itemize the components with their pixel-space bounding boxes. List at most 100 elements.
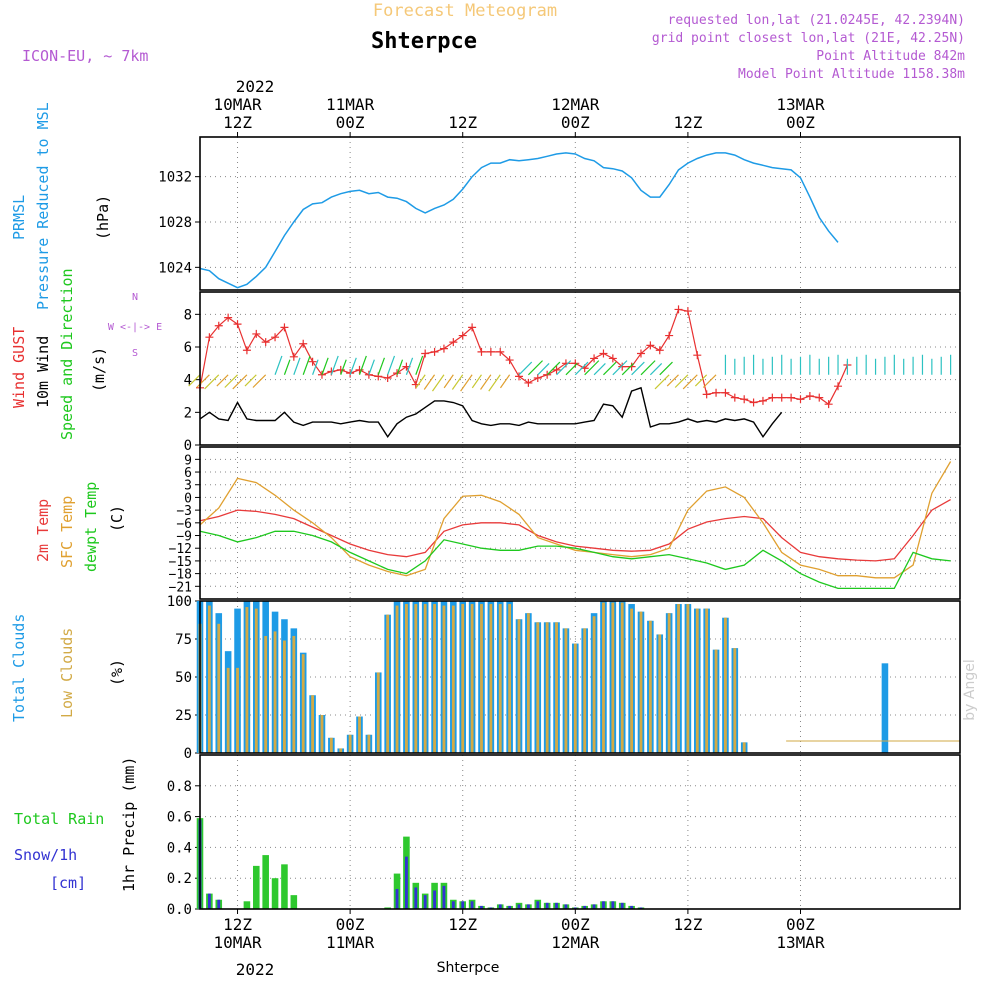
pressure-line: [199, 152, 839, 289]
wind-direction-arrow: [330, 355, 339, 375]
low-cloud-bar: [489, 604, 493, 753]
wind-direction-arrow: [423, 374, 436, 390]
wind-direction-arrow: [377, 357, 385, 375]
snow-bar: [583, 905, 587, 909]
gust-marker: [214, 321, 223, 330]
wind-direction-arrow: [565, 363, 578, 376]
low-cloud-bar: [264, 635, 268, 753]
gust-marker: [299, 339, 308, 348]
gust-marker: [486, 347, 495, 356]
low-cloud-bar: [677, 604, 680, 753]
gust-marker: [552, 365, 561, 374]
y-tick-label: −12: [169, 542, 192, 557]
compass-we: W <-|-> E: [108, 322, 162, 333]
wind-direction-arrow: [312, 359, 319, 375]
wind-10m-label: 10m Wind: [34, 336, 52, 408]
total-rain-label: Total Rain: [14, 810, 104, 828]
wind-direction-arrow: [682, 374, 698, 390]
gust-marker: [740, 395, 749, 404]
low-cloud-bar: [414, 604, 418, 753]
snow-bar: [555, 902, 558, 909]
y-tick-label: −18: [169, 568, 192, 583]
snow-bar: [480, 905, 483, 909]
wind-direction-arrow: [654, 374, 670, 390]
panel-precip: 0.0 0.2 0.4 0.6 0.8: [167, 754, 961, 918]
gust-marker: [336, 365, 345, 374]
wind-direction-arrow: [415, 374, 426, 389]
bottom-year: 2022: [236, 960, 275, 979]
y-tick-label: 2: [184, 405, 192, 421]
gust-marker: [805, 392, 814, 400]
y-tick-label: 9: [184, 453, 192, 468]
low-cloud-bar: [630, 608, 634, 753]
wind-direction-arrow: [405, 357, 414, 375]
gust-marker: [674, 305, 683, 314]
low-cloud-bar: [367, 734, 371, 753]
wind-direction-arrow: [593, 363, 606, 376]
low-cloud-bar: [602, 602, 605, 753]
clouds-unit: (%): [108, 659, 126, 686]
dewpt-label: dewpt Temp: [82, 482, 100, 572]
gust-marker: [796, 395, 805, 404]
snow-bar: [536, 901, 540, 909]
top-hour-label: 12Z: [448, 113, 477, 132]
y-tick-label: 1024: [158, 260, 192, 276]
faded-title: Forecast Meteogram: [373, 1, 557, 21]
gust-marker: [599, 349, 608, 358]
snow-bar: [395, 888, 399, 909]
low-cloud-bar: [442, 605, 446, 753]
wind-direction-arrow: [368, 359, 375, 375]
wind-direction-arrow: [349, 357, 357, 375]
gust-marker: [477, 347, 486, 356]
wind-direction-arrow: [443, 374, 454, 389]
low-cloud-bar: [695, 608, 699, 753]
low-cloud-bar: [339, 748, 343, 753]
y-tick-label: 0.6: [167, 810, 192, 826]
bottom-date-label: 12MAR: [551, 933, 600, 952]
top-date-label: 12MAR: [551, 95, 600, 114]
snow-bar: [414, 887, 418, 909]
wind-direction-arrow: [274, 355, 283, 375]
wind-direction-arrow: [302, 355, 311, 375]
wind-direction-arrow: [694, 374, 708, 387]
y-tick-label: −3: [176, 504, 192, 519]
snow-bar: [564, 904, 568, 909]
low-cloud-bar: [545, 622, 549, 753]
y-tick-label: 100: [167, 594, 192, 610]
snow-bar: [433, 890, 436, 909]
snow-bar: [602, 901, 605, 909]
wind-direction-arrow: [244, 374, 257, 387]
pressure-unit: (hPa): [94, 195, 112, 240]
wind-line: [199, 386, 783, 439]
wind-direction-arrow: [283, 359, 291, 375]
wind-direction-arrow: [216, 374, 229, 387]
top-date-label: 11MAR: [326, 95, 375, 114]
snow-bar: [217, 899, 221, 909]
top-date-label: 10MAR: [213, 95, 262, 114]
bottom-location: Shterpce: [437, 960, 500, 976]
wind-direction-arrow: [666, 374, 679, 387]
gust-marker: [383, 374, 392, 383]
bottom-date-label: 13MAR: [776, 933, 825, 952]
cloud-labels: Total Clouds Low Clouds (%): [10, 614, 126, 722]
temp-labels: 2m Temp SFC Temp dewpt Temp (C): [34, 482, 126, 572]
low-cloud-bar: [273, 631, 277, 753]
gust-marker: [317, 370, 326, 379]
gust-marker: [364, 370, 373, 379]
low-cloud-bar: [742, 742, 746, 753]
sfc-temp-label: SFC Temp: [58, 496, 76, 568]
gust-marker: [815, 393, 824, 402]
y-tick-label: 0.0: [167, 902, 192, 918]
gust-marker: [515, 372, 524, 381]
wind-direction-arrow: [431, 374, 445, 392]
bottom-hour-label: 00Z: [561, 915, 590, 934]
bottom-hour-label: 00Z: [336, 915, 365, 934]
snow-bar: [405, 856, 408, 909]
low-cloud-bar: [283, 640, 286, 753]
low-cloud-bar: [358, 716, 361, 753]
wind-direction-arrow: [415, 355, 424, 375]
y-tick-label: 1028: [158, 215, 192, 231]
gust-marker: [496, 347, 505, 356]
